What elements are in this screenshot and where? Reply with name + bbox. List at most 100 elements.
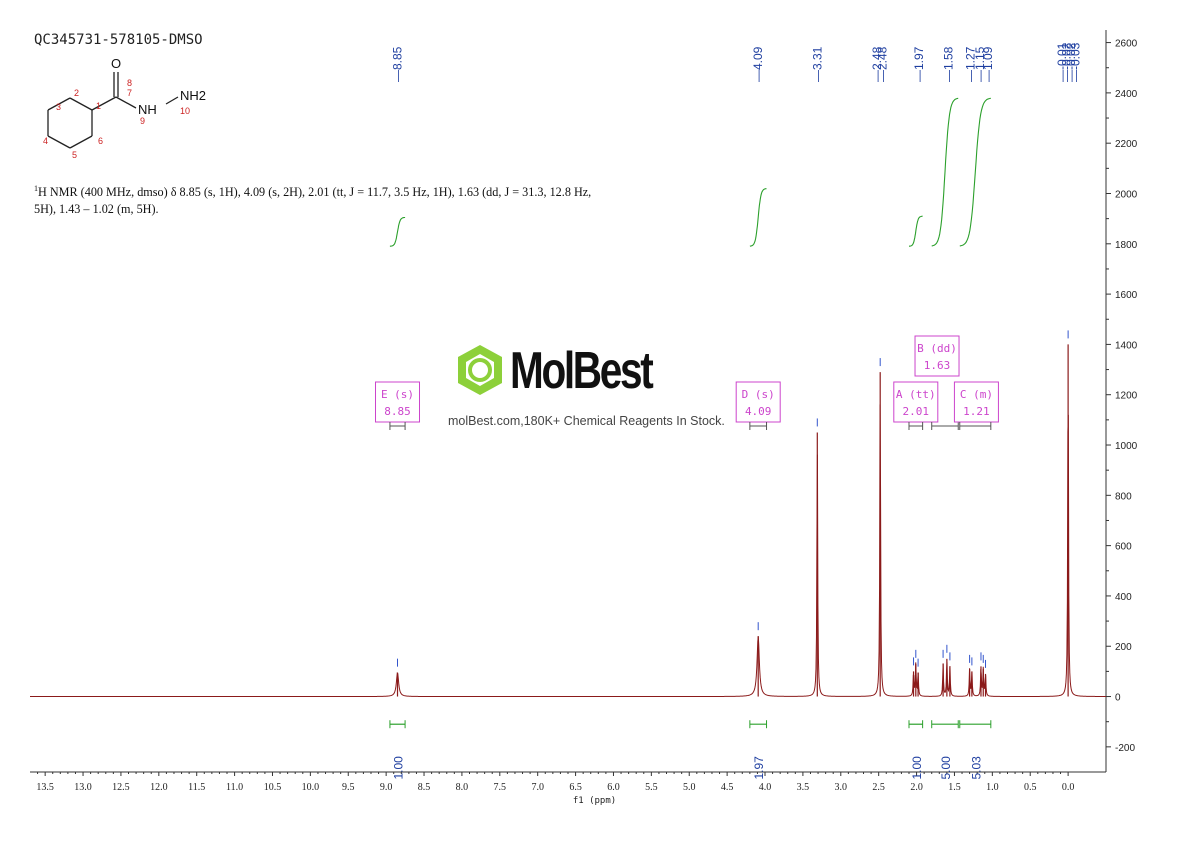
atom-label-6: 6: [98, 136, 103, 146]
nmr-description-sup: 1: [34, 184, 38, 193]
svg-text:—2.48: —2.48: [875, 46, 889, 82]
peak-label-12: —-0.02: [1064, 42, 1078, 82]
atom-label-9: 9: [140, 116, 145, 126]
x-tick-label-5: 11.0: [226, 782, 243, 793]
y-tick-label-10: 600: [1115, 542, 1132, 553]
molbest-tagline: molBest.com,180K+ Chemical Reagents In S…: [448, 414, 725, 428]
x-tick-label-19: 4.0: [759, 782, 772, 793]
y-tick-label-3: 2000: [1115, 189, 1138, 200]
svg-text:—1.58: —1.58: [941, 46, 955, 82]
chemical-structure: O NH NH2 1 2 3 4 5 6 7 8 9 10: [43, 56, 206, 160]
nmr-description-text: H NMR (400 MHz, dmso) δ 8.85 (s, 1H), 4.…: [34, 185, 592, 217]
atom-label-4: 4: [43, 136, 48, 146]
integral-label-4: 5.03: [969, 756, 983, 780]
y-tick-label-8: 1000: [1115, 441, 1138, 452]
molbest-logo-icon: [458, 345, 502, 395]
x-tick-label-2: 12.5: [112, 782, 130, 793]
multiplet-label-A: A (tt): [896, 388, 936, 401]
y-tick-label-14: -200: [1115, 743, 1135, 754]
svg-text:1.97: 1.97: [752, 756, 766, 780]
atom-nh: NH: [138, 102, 157, 117]
x-tick-label-20: 3.5: [797, 782, 810, 793]
y-tick-label-1: 2400: [1115, 89, 1138, 100]
x-tick-label-27: 0.0: [1062, 782, 1075, 793]
peak-label-3: —2.48: [870, 46, 884, 82]
svg-text:5.03: 5.03: [969, 756, 983, 780]
x-tick-label-1: 13.0: [74, 782, 92, 793]
x-tick-label-21: 3.0: [835, 782, 848, 793]
x-tick-label-10: 8.5: [418, 782, 431, 793]
peak-label-5: —1.97: [912, 46, 926, 82]
y-tick-label-0: 2600: [1115, 39, 1138, 50]
integral-curve-0: [389, 216, 406, 247]
svg-text:—4.09: —4.09: [751, 46, 765, 82]
x-tick-label-13: 7.0: [531, 782, 544, 793]
x-tick-label-16: 5.5: [645, 782, 658, 793]
y-tick-label-2: 2200: [1115, 139, 1138, 150]
x-tick-label-9: 9.0: [380, 782, 393, 793]
atom-label-8: 8: [127, 78, 132, 88]
svg-text:—-0.02: —-0.02: [1064, 42, 1078, 82]
svg-text:—1.09: —1.09: [981, 46, 995, 82]
atom-label-5: 5: [72, 150, 77, 160]
peak-label-6: —1.58: [941, 46, 955, 82]
svg-text:—-0.02: —-0.02: [1060, 42, 1074, 82]
multiplet-shift-D: 4.09: [745, 405, 772, 418]
integral-label-1: 1.97: [752, 756, 766, 780]
multiplet-box-B: [914, 335, 960, 377]
svg-text:—2.48: —2.48: [870, 46, 884, 82]
peak-label-0: —8.85: [391, 46, 405, 82]
x-tick-label-25: 1.0: [986, 782, 999, 793]
multiplet-shift-B: 1.63: [924, 359, 951, 372]
atom-o: O: [111, 56, 121, 71]
atom-label-1: 1: [96, 101, 101, 111]
y-tick-label-7: 1200: [1115, 391, 1138, 402]
svg-text:—-0.03: —-0.03: [1069, 42, 1083, 82]
peak-label-4: —2.48: [875, 46, 889, 82]
peak-label-7: —1.27: [963, 46, 977, 82]
integral-curve-3: [931, 97, 959, 247]
svg-text:—8.85: —8.85: [391, 46, 405, 82]
x-tick-label-23: 2.0: [910, 782, 923, 793]
multiplet-label-B: B (dd): [917, 342, 957, 355]
x-tick-label-8: 9.5: [342, 782, 355, 793]
integral-label-2: 1.00: [910, 756, 924, 780]
atom-label-10: 10: [180, 106, 190, 116]
x-tick-label-18: 4.5: [721, 782, 734, 793]
x-tick-label-7: 10.0: [302, 782, 320, 793]
peak-label-13: —-0.03: [1069, 42, 1083, 82]
svg-text:5.00: 5.00: [939, 756, 953, 780]
nmr-description: 1H NMR (400 MHz, dmso) δ 8.85 (s, 1H), 4…: [34, 180, 614, 218]
y-tick-label-11: 400: [1115, 592, 1132, 603]
multiplet-label-D: D (s): [742, 388, 775, 401]
y-tick-label-4: 1800: [1115, 240, 1138, 251]
y-tick-label-13: 0: [1115, 693, 1121, 704]
svg-text:—1.97: —1.97: [912, 46, 926, 82]
multiplet-shift-C: 1.21: [963, 405, 990, 418]
x-tick-label-4: 11.5: [188, 782, 205, 793]
multiplet-label-E: E (s): [381, 388, 414, 401]
integral-label-3: 5.00: [939, 756, 953, 780]
x-tick-label-12: 7.5: [494, 782, 507, 793]
x-axis-label: f1 (ppm): [573, 796, 616, 806]
sample-id: QC345731-578105-DMSO: [34, 32, 203, 48]
multiplet-shift-E: 8.85: [384, 405, 411, 418]
svg-text:—1.15: —1.15: [973, 46, 987, 82]
atom-nh2: NH2: [180, 88, 206, 103]
svg-text:—-0.01: —-0.01: [1055, 42, 1069, 82]
atom-label-3: 3: [56, 102, 61, 112]
multiplet-box-A: [893, 381, 939, 423]
multiplet-box-E: [375, 381, 421, 423]
x-tick-label-26: 0.5: [1024, 782, 1037, 793]
x-tick-label-6: 10.5: [264, 782, 282, 793]
svg-text:—1.27: —1.27: [963, 46, 977, 82]
atom-label-2: 2: [74, 88, 79, 98]
x-tick-label-15: 6.0: [607, 782, 620, 793]
integral-curve-1: [749, 188, 767, 247]
y-tick-label-12: 200: [1115, 642, 1132, 653]
x-tick-label-11: 8.0: [456, 782, 469, 793]
spectrum-trace: [30, 404, 1107, 698]
peak-label-2: —3.31: [810, 46, 824, 82]
integral-curve-4: [959, 97, 991, 247]
